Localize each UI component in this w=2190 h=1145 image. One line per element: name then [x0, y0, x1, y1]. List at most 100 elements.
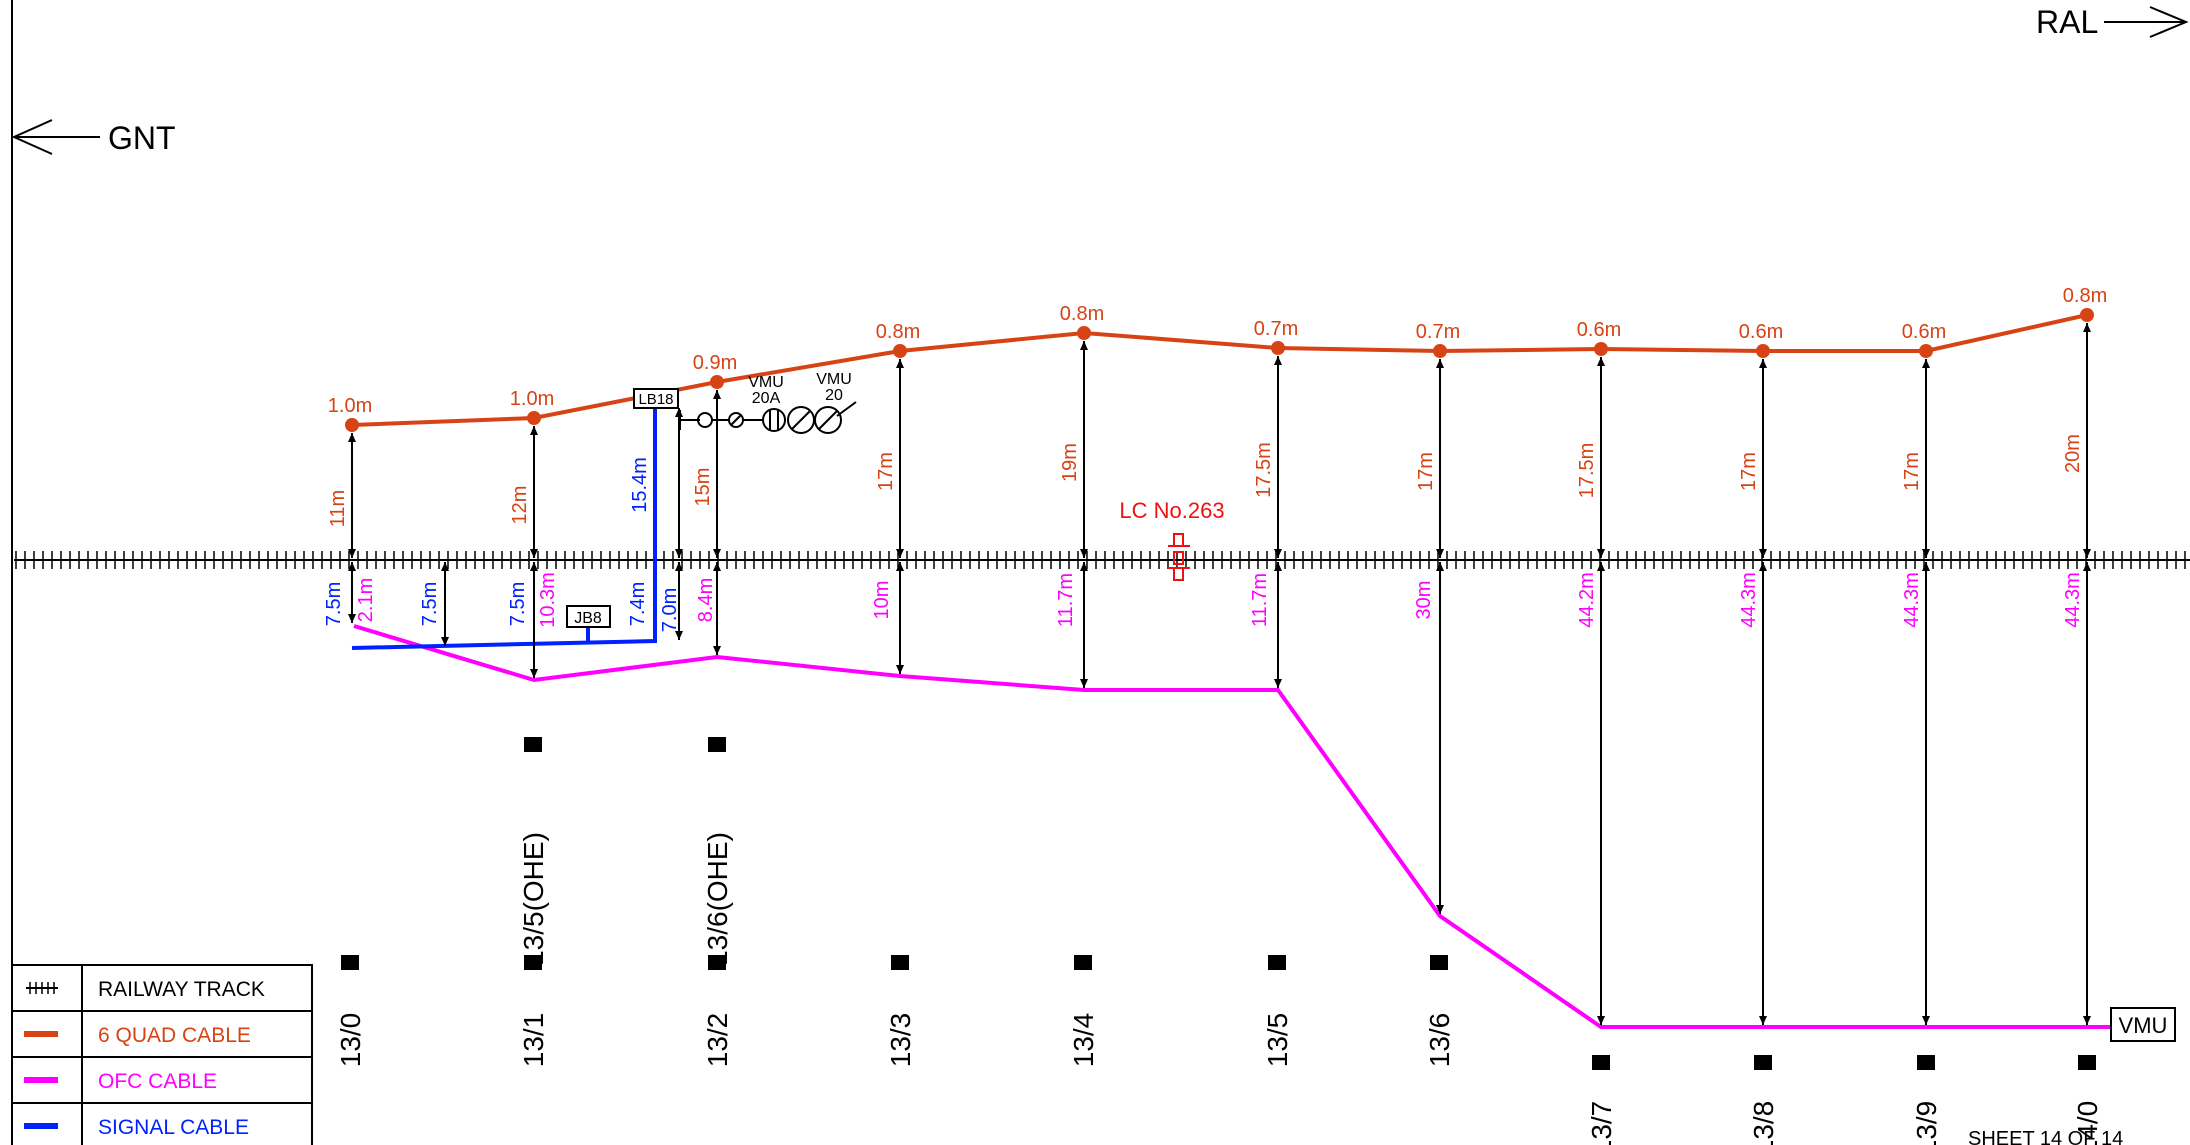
ofc-offset-label: 11.7m — [1249, 573, 1271, 627]
quad-offset-label: 11m — [327, 490, 349, 527]
quad-cable-markers — [345, 308, 2094, 432]
jb8-label: JB8 — [574, 610, 602, 627]
ofc-offset-label: 44.2m — [1576, 572, 1598, 628]
pole-markers: 13/0 13/1 13/2 13/3 13/4 13/5 13/6 13/7 13/8 13/9… — [335, 737, 2103, 1145]
legend: RAILWAY TRACK 6 QUAD CABLE OFC CABLE SIGNAL… — [11, 964, 313, 1145]
quad-depth-label: 0.7m — [1416, 321, 1460, 343]
quad-cable — [351, 313, 2088, 427]
pole-square — [1430, 955, 1448, 970]
ohe-pole-square — [524, 737, 542, 752]
signal-offset-label: 7.4m — [627, 582, 649, 626]
quad-offset-label: 15m — [692, 468, 714, 507]
quad-offset-label: 17m — [1415, 452, 1437, 491]
quad-marker — [1433, 344, 1447, 358]
pole-square — [524, 955, 542, 970]
pole-square — [341, 955, 359, 970]
offset-labels: 1.0m 1.0m 0.9m 0.8m 0.8m 0.7m 0.7m 0.6m 0.6m 0.6m… — [323, 285, 2107, 632]
pole-square — [2078, 1055, 2096, 1070]
lb18-box: LB18 — [633, 388, 679, 409]
vmu-20a-label: VMU 20A — [748, 374, 784, 407]
ofc-offset-label: 10m — [871, 581, 893, 620]
pole-label: 13/1 — [518, 1013, 549, 1068]
ofc-offset-label: 44.3m — [1738, 572, 1760, 628]
quad-marker — [710, 375, 724, 389]
ohe-pole-square — [708, 737, 726, 752]
legend-ofc-label: OFC CABLE — [98, 1070, 217, 1093]
direction-right-label: RAL — [2036, 4, 2098, 40]
quad-depth-label: 0.8m — [876, 321, 920, 343]
pole-label: 13/8 — [1748, 1101, 1779, 1145]
sheet-number: SHEET 14 OF 14 — [1968, 1128, 2123, 1145]
pole-square — [1917, 1055, 1935, 1070]
ofc-offset-label: 2.1m — [355, 578, 377, 622]
signal-offset-label: 7.5m — [323, 582, 345, 626]
lc-label: LC No.263 — [1119, 498, 1224, 523]
ofc-offset-label: 11.7m — [1055, 573, 1077, 627]
quad-offset-label: 17.5m — [1576, 443, 1598, 499]
ohe-pole-label: 13/5(OHE) — [518, 832, 549, 966]
quad-offset-label: 19m — [1059, 443, 1081, 482]
vmu-20-label: VMU 20 — [816, 371, 852, 404]
quad-marker — [1077, 326, 1091, 340]
quad-offset-label: 17m — [1901, 452, 1923, 491]
quad-depth-label: 1.0m — [510, 388, 554, 410]
pole-label: 13/5 — [1262, 1013, 1293, 1068]
legend-signal-label: SIGNAL CABLE — [98, 1116, 249, 1139]
ofc-offset-label: 8.4m — [695, 578, 717, 622]
quad-depth-label: 0.7m — [1254, 318, 1298, 340]
ofc-offset-label: 10.3m — [537, 572, 559, 628]
pole-square — [1074, 955, 1092, 970]
pole-label: 13/3 — [885, 1013, 916, 1068]
quad-depth-label: 0.6m — [1739, 321, 1783, 343]
quad-marker — [893, 344, 907, 358]
quad-offset-label: 12m — [509, 486, 531, 525]
direction-left: GNT — [11, 119, 176, 156]
signal-offset-label: 7.0m — [659, 588, 681, 632]
vmu-label-line: VMU — [816, 371, 852, 388]
level-crossing: LC No.263 — [1119, 498, 1225, 581]
quad-depth-label: 0.8m — [2063, 285, 2107, 307]
pole-label: 13/4 — [1068, 1013, 1099, 1068]
quad-depth-label: 0.8m — [1060, 303, 1104, 325]
pole-square — [1592, 1055, 1610, 1070]
vmu-terminal-box: VMU — [2110, 1007, 2176, 1042]
quad-marker — [527, 411, 541, 425]
quad-marker — [1756, 344, 1770, 358]
signal-riser-label: 15.4m — [629, 457, 651, 513]
railway-track — [14, 551, 2190, 569]
pole-label: 13/0 — [335, 1013, 366, 1068]
signal-offset-label: 7.5m — [419, 582, 441, 626]
legend-frame — [11, 964, 313, 1145]
direction-left-label: GNT — [108, 120, 176, 156]
signal-offset-label: 7.5m — [507, 582, 529, 626]
vmu-terminal-label: VMU — [2119, 1013, 2168, 1038]
direction-right: RAL — [2036, 4, 2189, 40]
pole-label: 13/9 — [1911, 1101, 1942, 1145]
jb8-box: JB8 — [566, 605, 611, 628]
quad-offset-label: 20m — [2062, 434, 2084, 473]
vmu-label-line: 20 — [825, 387, 843, 404]
ohe-pole-label: 13/6(OHE) — [702, 832, 733, 966]
vmu-label-line: VMU — [748, 374, 784, 391]
pole-square — [891, 955, 909, 970]
quad-marker — [1919, 344, 1933, 358]
quad-marker — [345, 418, 359, 432]
vmu-label-line: 20A — [752, 390, 781, 407]
ofc-offset-label: 30m — [1413, 581, 1435, 620]
quad-marker — [1271, 341, 1285, 355]
quad-offset-label: 17.5m — [1253, 442, 1275, 498]
quad-marker — [2080, 308, 2094, 322]
ofc-offset-label: 44.3m — [1901, 572, 1923, 628]
quad-offset-label: 17m — [875, 452, 897, 491]
quad-depth-label: 0.6m — [1902, 321, 1946, 343]
pole-square — [708, 955, 726, 970]
legend-quad-label: 6 QUAD CABLE — [98, 1024, 251, 1047]
pole-label: 14/0 — [2072, 1101, 2103, 1145]
ofc-offset-label: 44.3m — [2062, 572, 2084, 628]
quad-depth-label: 0.6m — [1577, 319, 1621, 341]
track-ties — [15, 551, 2186, 569]
signal-cable — [351, 408, 657, 650]
quad-offset-label: 17m — [1738, 452, 1760, 491]
quad-depth-label: 0.9m — [693, 352, 737, 374]
